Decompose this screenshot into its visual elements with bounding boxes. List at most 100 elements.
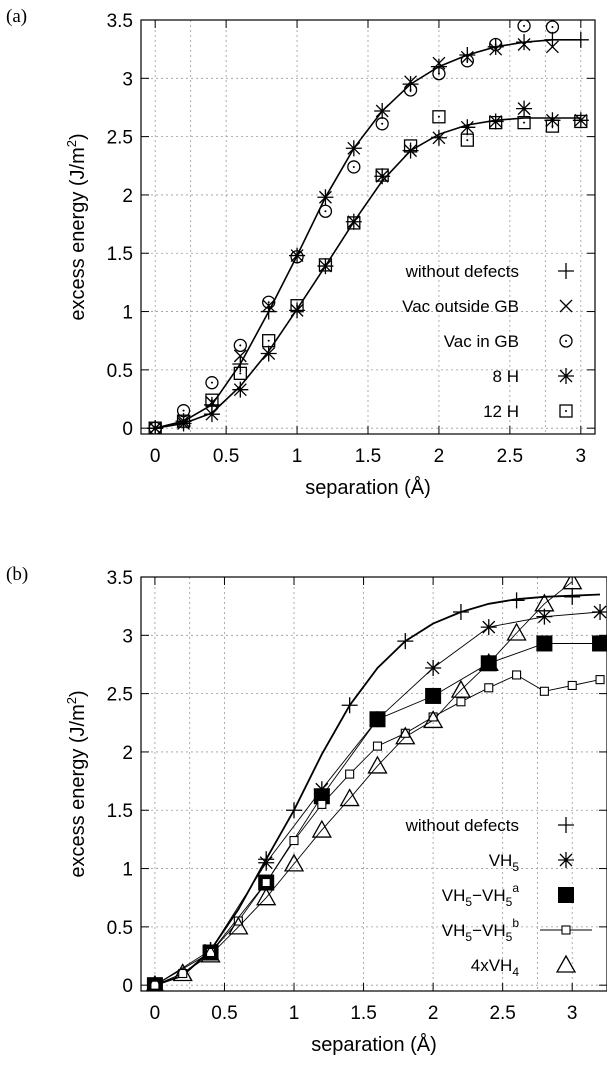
panel-1-series-4-point-4-shape [256, 887, 277, 906]
panel-1-frame [140, 576, 607, 992]
panel-1-ytick-label-4: 2 [122, 743, 133, 764]
panel-1-series-4 [145, 577, 583, 991]
panel-0-series-2-point-12-dot [494, 43, 497, 46]
panel-1-series-4-point-0-shape [145, 974, 164, 991]
panel-0-series-1-point-11-shape [460, 50, 474, 64]
panel-0-series-4-point-8-dot [381, 174, 384, 177]
panel-0-series-0-point-14 [544, 31, 561, 48]
panel-1-series-3-point-16-shape [595, 675, 605, 685]
panel-0-series-1-point-10 [432, 56, 446, 70]
panel-0-series-3-point-9-shape [402, 142, 419, 159]
panel-0-series-1-point-7-shape [347, 141, 361, 155]
panel-0-series-3-point-3-shape [232, 381, 249, 398]
panel-1-series-3-point-6-shape [317, 799, 327, 809]
panel-0-series-4-point-0-shape [148, 421, 162, 434]
panel-0-series-3-point-7-shape [345, 213, 362, 230]
panel-1-series-3-point-0 [150, 980, 160, 990]
panel-0-series-4-point-12 [489, 115, 503, 130]
panel-1-legend-label-3-mid: −VH [472, 921, 506, 940]
panel-0-series-4-point-9-shape [403, 139, 418, 153]
panel-1-series-4-point-7-shape [339, 788, 360, 807]
panel-0-series-4-point-3 [233, 366, 247, 381]
panel-b-chart: (b) 0 0.5 1 1.5 2 2.5 3 0 0.5 1 1.5 2 2.5 3 3.5 separati… [6, 564, 607, 1056]
panel-1-series-3-point-4 [261, 877, 271, 888]
panel-0-series-1-point-8 [375, 104, 389, 118]
panel-1-series-0-point-3 [286, 802, 303, 819]
panel-0-series-4-point-13-dot [523, 121, 526, 124]
panel-1-series-3-point-15 [567, 680, 577, 691]
panel-0-series-2-point-7-shape [347, 160, 361, 174]
panel-1-legend-label-0: without defects [405, 816, 519, 835]
panel-1-series-4-point-8 [367, 755, 388, 774]
panel-0-series-3-point-10-shape [430, 129, 447, 146]
panel-0-series-4-point-15 [574, 114, 588, 129]
panel-0-legend-label-0: without defects [405, 262, 519, 281]
panel-0-legend-label-4: 12 H [483, 402, 519, 421]
panel-1-legend-marker-3 [561, 925, 571, 935]
panel-0-ytick-label-7: 3.5 [107, 11, 133, 32]
panel-0-legend-label-3-name: 8 H [493, 367, 519, 386]
panel-0-series-4-point-14-dot [551, 125, 554, 128]
panel-1-ytick-label-0: 0 [122, 976, 133, 997]
panel-0-series-4-point-11-shape [460, 133, 474, 147]
panel-1-series-1-point-7-shape [536, 608, 553, 625]
panel-1-legend-label-0-main: without defects [405, 816, 519, 835]
panel-0-legend-marker-4 [559, 404, 573, 418]
panel-1-series-0-point-4-shape [341, 697, 358, 714]
panel-0-series-0-point-10-shape [430, 58, 447, 75]
panel-0-series-4-point-0-dot [154, 427, 157, 430]
panel-1-legend-label-4-sub: 4 [512, 965, 519, 979]
panel-1-legend-marker-0-shape [558, 817, 574, 833]
panel-1-series-3-point-7-shape [345, 769, 355, 779]
panel-1-ytick-label-7: 3.5 [107, 568, 133, 589]
panel-1-series-0-point-7-shape [508, 592, 525, 609]
panel-1-series-4-point-15 [562, 577, 583, 590]
panel-1-series-2-point-7 [536, 635, 553, 652]
panel-1-plot-area [145, 577, 607, 991]
panel-1-series-4-point-4 [256, 887, 277, 906]
panel-1-series-4-point-7 [339, 788, 360, 807]
panel-1-series-4-point-10 [423, 710, 444, 729]
panel-1-series-4-point-5-shape [283, 853, 305, 872]
panel-0-series-4-point-9-dot [409, 144, 412, 147]
panel-1-xtick-label-6: 3 [567, 1003, 578, 1024]
panel-0-series-3-point-10 [430, 129, 447, 146]
panel-0-series-3-point-13-shape [516, 100, 533, 117]
panel-1-series-3-point-12-shape [484, 683, 494, 693]
panel-0-series-4-point-10-dot [437, 115, 440, 118]
panel-1-legend-label-1-main: VH [489, 851, 513, 870]
panel-0-series-4-point-6-shape [318, 258, 333, 272]
panel-0-ytick-label-5: 2.5 [107, 128, 133, 149]
panel-0-series-4-point-8-shape [375, 168, 389, 182]
panel-1-series-3-point-8-shape [372, 741, 383, 751]
panel-1-series-4-point-14-shape [534, 593, 555, 612]
panel-1-series-4-point-13 [506, 622, 527, 641]
panel-0-legend-marker-1 [559, 299, 573, 313]
panel-0-legend-label-4-name: 12 H [483, 402, 519, 421]
panel-0-series-3-point-3 [232, 381, 249, 398]
panel-1-legend-label-3-sub2: 5 [506, 930, 513, 944]
panel-1-legend-marker-1 [558, 852, 574, 868]
panel-0-series-3-point-4 [260, 345, 277, 362]
panel-1-series-2-point-7-shape [536, 635, 553, 652]
panel-0-series-1-point-6-shape [318, 190, 332, 204]
panel-1-ytick-label-2: 1 [122, 860, 133, 881]
panel-0-series-2-point-13 [517, 20, 531, 33]
panel-0-series-1-point-3 [233, 349, 247, 363]
panel-0-series-2-point-6-dot [324, 210, 327, 213]
panel-1-legend-label-2: VH5−VH5a [442, 881, 520, 909]
panel-1-xtick-label-1: 0.5 [211, 1003, 237, 1024]
panel-1-ylabel-close: ) [67, 690, 89, 697]
panel-1-series-3-point-5-shape [289, 836, 299, 846]
panel-1-series-4-point-0 [145, 974, 164, 991]
panel-1-series-1-point-5-shape [425, 659, 442, 676]
panel-0-series-4-point-6-dot [324, 263, 327, 266]
panel-0-series-2-point-6 [318, 204, 333, 218]
panel-1-series-3-point-15-shape [567, 680, 577, 691]
panel-0-series-2-point-13-dot [523, 24, 526, 27]
panel-0-series-4-point-14-shape [545, 119, 560, 133]
panel-1-series-3-point-4-shape [261, 877, 271, 888]
panel-0-series-2-point-3-dot [239, 344, 242, 347]
panel-0-series-4-point-13 [517, 115, 531, 130]
panel-1-xtick-label-3: 1.5 [350, 1003, 376, 1024]
